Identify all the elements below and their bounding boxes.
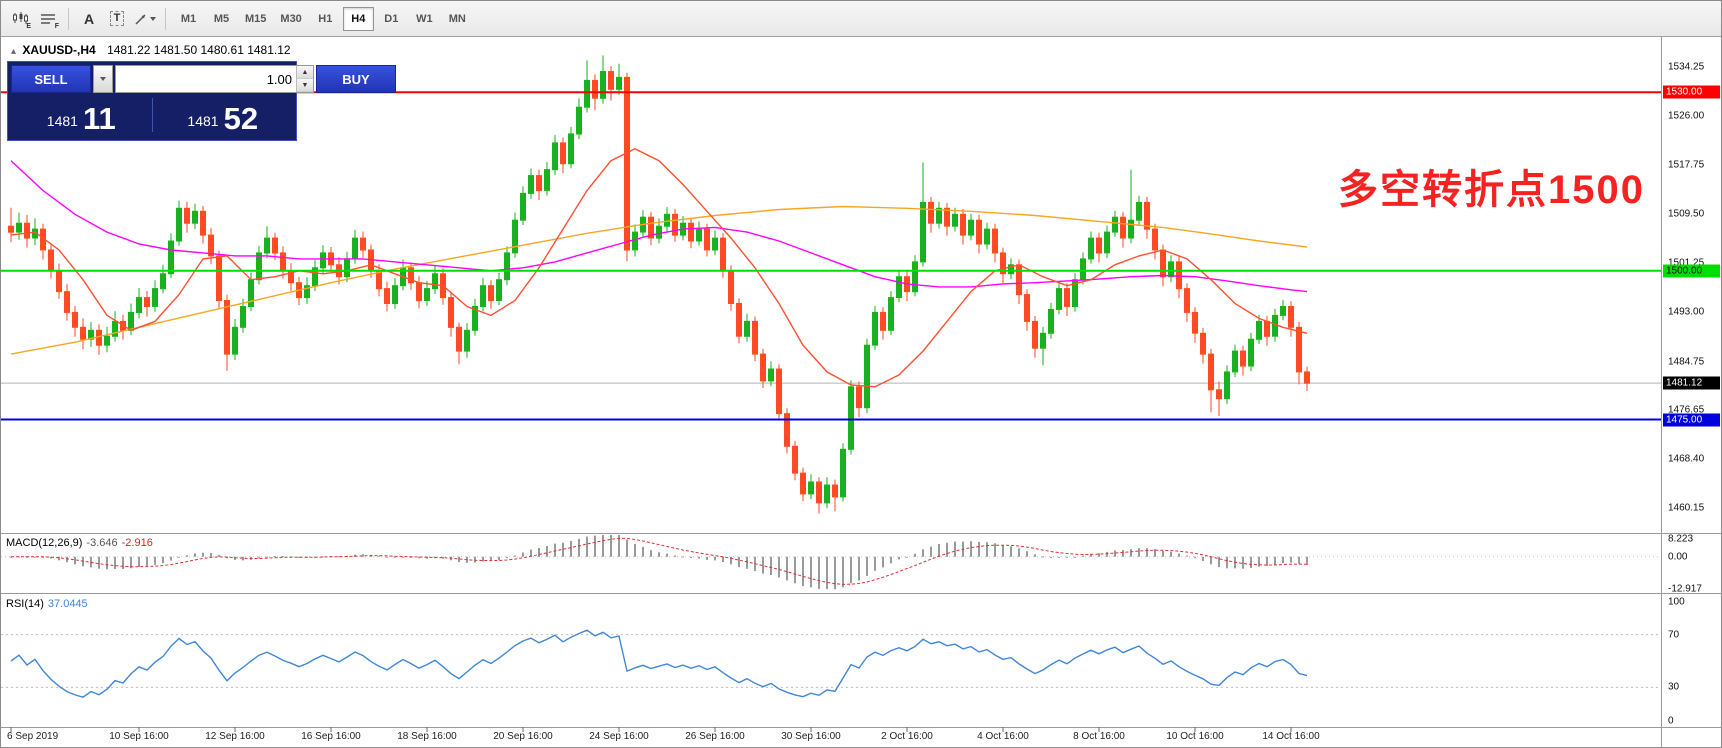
macd-name: MACD(12,26,9) <box>6 537 83 549</box>
volume-stepper: ▲ ▼ <box>296 66 313 92</box>
tf-button-m15[interactable]: M15 <box>245 12 267 25</box>
buy-button[interactable]: BUY <box>316 65 396 93</box>
shapes-tool-button[interactable] <box>131 6 159 32</box>
tf-button-w1[interactable]: W1 <box>416 12 433 25</box>
sell-button[interactable]: SELL <box>11 65 91 93</box>
chart-title: ▴ XAUUSD-,H4 1481.22 1481.50 1480.61 148… <box>11 43 291 57</box>
volume-up-icon[interactable]: ▲ <box>297 66 313 79</box>
text-box-tool-button[interactable]: T <box>103 6 131 32</box>
rsi-label: RSI(14) 37.0445 <box>6 598 88 610</box>
toolbar: E F A T M1 M5 M15 M30 H1 <box>1 1 1721 37</box>
one-click-trading-panel: SELL ▲ ▼ BUY 1481 11 1481 52 <box>7 61 396 141</box>
tf-button-h4[interactable]: H4 <box>342 6 374 31</box>
ma-slow-orange <box>10 205 1308 355</box>
rsi-value: 37.0445 <box>47 598 88 610</box>
ma-fast-red <box>10 148 1308 388</box>
price-scale[interactable] <box>1661 37 1722 727</box>
one-click-collapse-icon[interactable]: ▴ <box>11 46 17 57</box>
text-label-tool-button[interactable]: A <box>75 6 103 32</box>
toolbar-separator <box>68 7 69 30</box>
chart-template-button[interactable]: E <box>6 6 34 32</box>
tf-button-h1[interactable]: H1 <box>318 12 333 25</box>
price-panel-layer <box>1 55 1661 514</box>
macd-label: MACD(12,26,9) -3.646 -2.916 <box>6 537 153 549</box>
ohlc-values: 1481.22 1481.50 1480.61 1481.12 <box>107 43 291 57</box>
ask-main-digits: 1481 <box>187 113 219 129</box>
bid-main-digits: 1481 <box>46 113 78 129</box>
badge-e: E <box>26 22 31 30</box>
ask-quote: 1481 52 <box>153 93 294 137</box>
letter-t-icon: T <box>109 11 125 26</box>
time-scale[interactable] <box>1 727 1661 748</box>
volume-dropdown-button[interactable] <box>93 65 113 93</box>
rsi-panel-layer <box>1 629 1661 698</box>
chevron-down-icon <box>100 77 106 81</box>
volume-box: ▲ ▼ <box>115 65 314 93</box>
toolbar-separator <box>165 7 166 30</box>
volume-input[interactable] <box>116 66 296 92</box>
symbol-label: XAUUSD-,H4 <box>22 43 96 57</box>
macd-value-signal: -2.916 <box>121 537 153 549</box>
bid-quote: 1481 11 <box>11 93 152 137</box>
volume-down-icon[interactable]: ▼ <box>297 79 313 92</box>
letter-a-icon: A <box>83 10 95 27</box>
ask-pips-digits: 52 <box>223 100 259 136</box>
chevron-down-icon <box>150 16 156 21</box>
rsi-name: RSI(14) <box>6 598 44 610</box>
candle-chart-icon <box>12 12 28 24</box>
lines-list-icon <box>41 13 55 24</box>
chart-annotation-text: 多空转折点1500 <box>1338 168 1645 212</box>
tf-button-m5[interactable]: M5 <box>213 12 230 25</box>
ma-mid-magenta <box>10 160 1308 293</box>
bid-pips-digits: 11 <box>82 100 116 136</box>
macd-panel-layer <box>1 535 1661 590</box>
macd-value-main: -3.646 <box>86 537 118 549</box>
tf-button-m1[interactable]: M1 <box>180 12 197 25</box>
trendline-arrow-icon <box>135 13 146 25</box>
tf-button-mn[interactable]: MN <box>448 12 466 25</box>
tf-button-d1[interactable]: D1 <box>384 12 399 25</box>
badge-f: F <box>54 22 59 30</box>
tf-button-m30[interactable]: M30 <box>280 12 302 25</box>
quote-divider <box>151 98 153 132</box>
object-list-button[interactable]: F <box>34 6 62 32</box>
